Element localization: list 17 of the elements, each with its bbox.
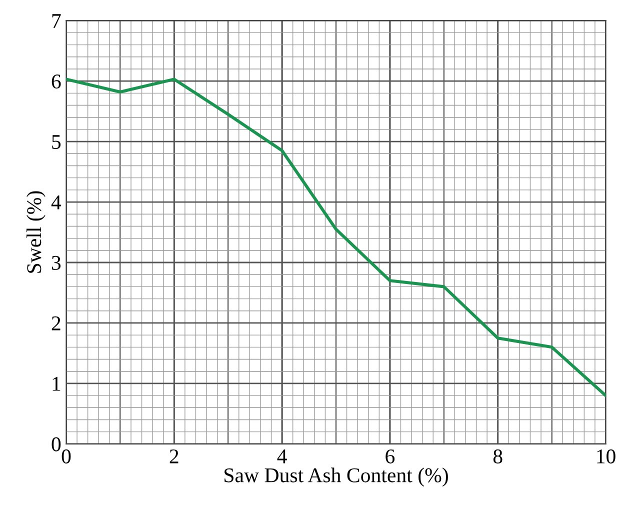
line-series (66, 78, 606, 398)
y-tick-label: 4 (51, 196, 62, 210)
y-tick-label: 3 (52, 256, 61, 270)
x-tick-label: 10 (597, 449, 616, 464)
y-tick-label: 5 (52, 135, 61, 149)
x-tick-label: 0 (62, 449, 71, 464)
x-tick-label: 4 (277, 450, 287, 464)
y-tick-label: 2 (52, 316, 60, 330)
y-tick-label: 1 (52, 376, 60, 391)
y-tick-label: 6 (52, 74, 61, 89)
x-tick-label: 2 (170, 449, 178, 464)
y-tick-label: 7 (52, 14, 61, 28)
x-axis-title: Saw Dust Ash Content (%) (224, 468, 448, 487)
y-tick-label: 0 (52, 437, 61, 452)
x-tick-label: 6 (386, 449, 395, 464)
x-tick-label: 8 (493, 449, 502, 464)
y-axis-title: Swell (%) (26, 191, 46, 273)
